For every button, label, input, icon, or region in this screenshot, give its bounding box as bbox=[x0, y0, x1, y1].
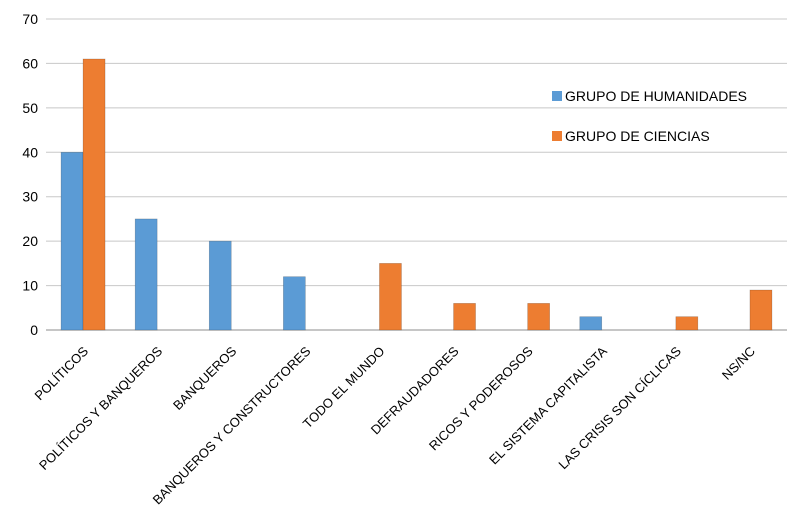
y-tick-label: 50 bbox=[22, 100, 38, 116]
bar-ciencias bbox=[82, 58, 106, 331]
x-category-label: TODO EL MUNDO bbox=[300, 344, 388, 432]
y-axis-ticks: 0 10 20 30 40 50 60 70 bbox=[22, 11, 38, 338]
bar-ciencias bbox=[379, 263, 402, 331]
x-category-label: BANQUEROS bbox=[170, 343, 240, 413]
x-category-label: POLÍTICOS Y BANQUEROS bbox=[36, 343, 166, 473]
legend-item-humanidades: GRUPO DE HUMANIDADES bbox=[552, 88, 747, 104]
bar-humanidades bbox=[60, 151, 84, 331]
legend: GRUPO DE HUMANIDADES GRUPO DE CIENCIAS bbox=[552, 88, 747, 144]
legend-swatch-humanidades bbox=[552, 91, 562, 101]
bar-ciencias bbox=[749, 289, 773, 331]
bars bbox=[60, 58, 773, 331]
x-category-label: NS/NC bbox=[719, 344, 758, 383]
x-category-label: EL SISTEMA CAPITALISTA bbox=[486, 343, 610, 467]
legend-swatch-ciencias bbox=[552, 131, 562, 141]
y-tick-label: 0 bbox=[30, 322, 38, 338]
x-category-label: POLÍTICOS bbox=[32, 343, 92, 403]
y-tick-label: 20 bbox=[22, 233, 38, 249]
y-tick-label: 40 bbox=[22, 144, 38, 160]
y-tick-label: 70 bbox=[22, 11, 38, 27]
bar-humanidades bbox=[134, 218, 158, 331]
y-tick-label: 10 bbox=[22, 278, 38, 294]
x-category-label: LAS CRISIS SON CÍCLICAS bbox=[555, 343, 684, 472]
bar-ciencias bbox=[675, 316, 699, 331]
y-tick-label: 30 bbox=[22, 189, 38, 205]
legend-item-ciencias: GRUPO DE CIENCIAS bbox=[552, 128, 710, 144]
legend-label-ciencias: GRUPO DE CIENCIAS bbox=[565, 128, 710, 144]
legend-label-humanidades: GRUPO DE HUMANIDADES bbox=[565, 88, 747, 104]
bar-ciencias bbox=[527, 303, 550, 331]
bar-humanidades bbox=[208, 240, 232, 331]
bar-humanidades bbox=[283, 276, 306, 331]
bar-humanidades bbox=[579, 316, 603, 331]
bar-ciencias bbox=[453, 303, 476, 331]
y-tick-label: 60 bbox=[22, 55, 38, 71]
x-category-label: BANQUEROS Y CONSTRUCTORES bbox=[150, 343, 314, 507]
gridlines bbox=[46, 18, 787, 331]
